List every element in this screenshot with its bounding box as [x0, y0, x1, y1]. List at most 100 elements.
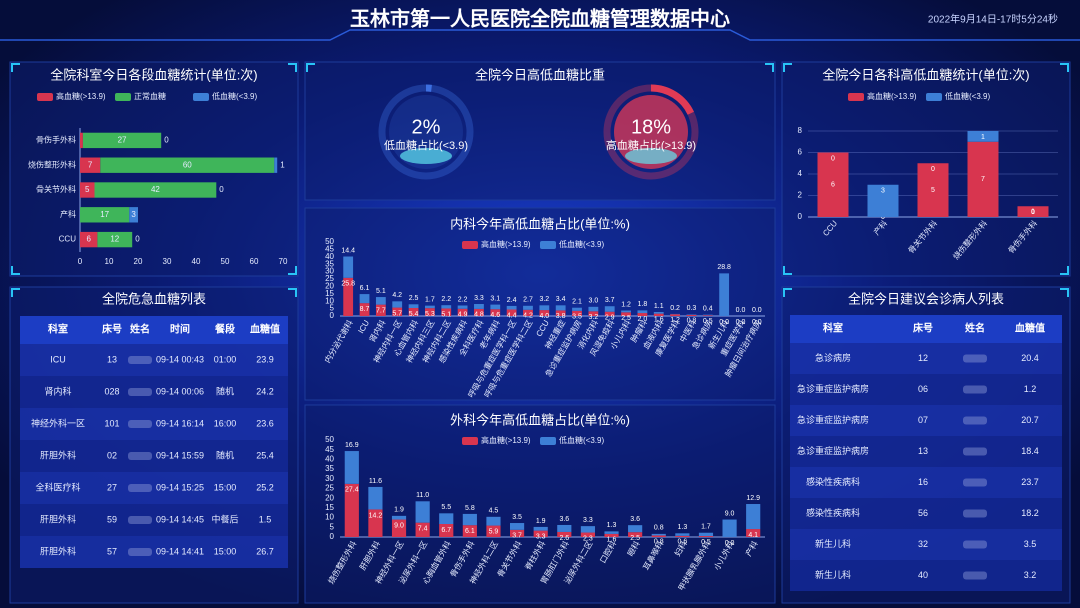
bar-segment [555, 305, 566, 311]
data-label: 3.0 [588, 298, 598, 305]
y-tick-label: 25 [325, 484, 334, 493]
blurred-name [963, 478, 987, 487]
data-label: 0 [219, 185, 224, 194]
data-label: 2.5 [630, 535, 640, 542]
data-label: 2.5 [409, 295, 419, 302]
bar-segment [439, 513, 454, 525]
gauge-value: 2% [412, 116, 441, 138]
blurred-name [128, 516, 152, 524]
gauge-arc [650, 84, 694, 115]
data-label: 5.7 [392, 310, 402, 317]
data-label: 3.2 [588, 314, 598, 321]
table-cell: 09-14 00:06 [156, 386, 204, 396]
category-label: 骨伤手外科 [36, 135, 76, 145]
legend-label: 低血糖(<3.9) [212, 91, 257, 101]
table-cell: 02 [107, 450, 117, 460]
data-label: 4.8 [474, 312, 484, 319]
table-row-bg [790, 560, 1062, 591]
table-cell: 23.7 [1021, 477, 1039, 487]
y-tick-label: 45 [325, 445, 334, 454]
table-cell: 急诊重症监护病房 [797, 414, 869, 425]
bar-segment [670, 314, 680, 316]
table-cell: 09-14 14:41 [156, 546, 204, 556]
data-label: 1.6 [607, 537, 617, 544]
bar-segment [344, 451, 359, 484]
legend-swatch [37, 93, 53, 101]
data-label: 7.7 [376, 307, 386, 314]
data-label: 5.4 [409, 311, 419, 318]
y-tick-label: 35 [325, 464, 334, 473]
data-label: 5 [85, 185, 90, 194]
x-tick-label: 30 [163, 257, 172, 266]
data-label: 3.4 [556, 296, 566, 303]
bar-segment [604, 306, 615, 312]
blurred-name [128, 452, 152, 460]
bar-segment [415, 501, 430, 523]
bar-segment [344, 483, 359, 537]
legend-label: 低血糖(<3.9) [559, 239, 604, 249]
table-cell: 09-14 15:59 [156, 450, 204, 460]
table-cell: 急诊病房 [815, 352, 851, 363]
bar-segment [588, 311, 599, 316]
y-tick-label: 4 [798, 169, 803, 178]
data-label: 9.0 [725, 510, 735, 517]
y-tick-label: 0 [798, 212, 803, 221]
bar-segment [392, 301, 403, 308]
table-cell: 新生儿科 [815, 569, 851, 580]
table-cell: 028 [104, 386, 119, 396]
bar-segment [474, 308, 484, 316]
bar-segment [425, 308, 435, 316]
bar-segment [686, 314, 697, 316]
data-label: 6 [831, 182, 835, 189]
y-tick-label: 0 [330, 311, 335, 320]
legend-swatch [926, 93, 942, 101]
table-cell: 13 [107, 354, 117, 364]
table-cell: 09-14 15:25 [156, 482, 204, 492]
data-label: 1.3 [607, 522, 617, 529]
data-label: 5.9 [489, 528, 499, 535]
header-frame [0, 29, 1080, 41]
bar-segment [474, 304, 484, 309]
table-row-bg [790, 405, 1062, 436]
y-tick-label: 6 [798, 148, 803, 157]
chart-title: 全院今日各科高低血糖统计(单位:次) [822, 67, 1029, 82]
data-label: 0 [135, 235, 140, 244]
x-tick-label: 20 [134, 257, 143, 266]
y-tick-label: 15 [325, 503, 334, 512]
bar-segment [746, 504, 761, 530]
data-label: 12.9 [746, 495, 760, 502]
table-cell: 24.2 [256, 386, 274, 396]
bar-segment [604, 531, 619, 534]
legend-label: 高血糖(>13.9) [56, 91, 106, 101]
y-tick-label: 40 [325, 455, 334, 464]
table-cell: 07 [918, 415, 928, 425]
data-label: 28.8 [717, 264, 731, 271]
table-row-bg [20, 472, 288, 504]
bar-segment [441, 308, 452, 316]
bar-segment [391, 515, 407, 520]
data-label: 3.6 [559, 516, 569, 523]
page-title: 玉林市第一人民医院全院血糖管理数据中心 [350, 6, 730, 30]
legend-label: 高血糖(>13.9) [867, 91, 917, 101]
bar-segment [80, 132, 83, 149]
table-cell: 随机 [216, 449, 234, 460]
bar-segment [415, 522, 430, 537]
blurred-name [963, 571, 987, 580]
table-row-bg [20, 440, 288, 472]
bar-segment [274, 157, 278, 173]
bar-segment [80, 157, 101, 173]
x-tick-label: 60 [250, 257, 259, 266]
bar-segment [628, 532, 643, 537]
table-cell: 中餐后 [211, 513, 238, 524]
data-label: 4.0 [539, 313, 549, 320]
data-label: 4.5 [489, 508, 499, 515]
table-cell: 32 [918, 539, 928, 549]
bar-segment [621, 312, 631, 316]
bar-segment [359, 294, 370, 304]
table-title: 全院危急血糖列表 [102, 291, 206, 306]
data-label: 3.1 [490, 295, 500, 302]
bar-segment [867, 184, 899, 217]
bar-segment [702, 314, 713, 316]
data-label: 5.5 [441, 504, 451, 511]
bar-segment [1017, 206, 1049, 217]
